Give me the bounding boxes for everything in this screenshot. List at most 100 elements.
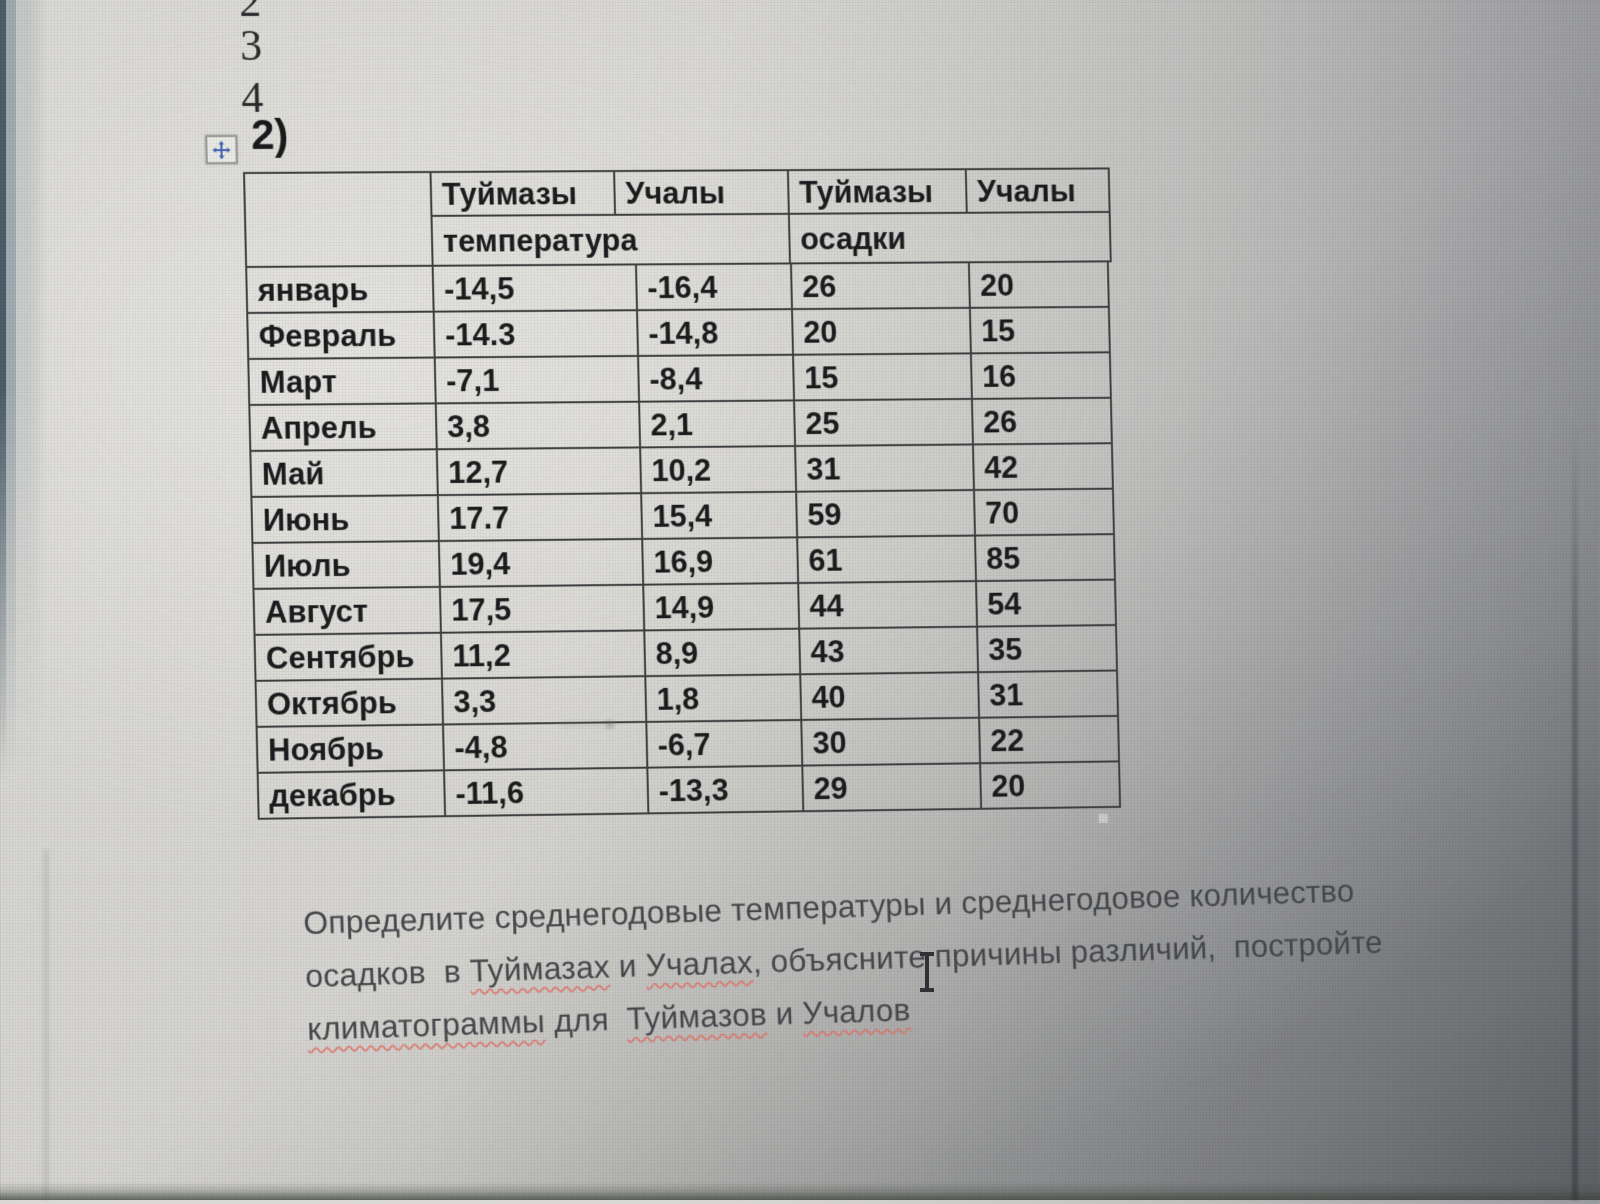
misspelled-word: Учалах — [644, 943, 754, 984]
precip-cell[interactable]: 85 — [974, 534, 1115, 582]
precip-cell[interactable]: 25 — [794, 398, 973, 447]
table-move-handle[interactable] — [205, 135, 238, 165]
month-cell[interactable]: декабрь — [257, 770, 446, 819]
misspelled-word: Туймазов — [626, 996, 768, 1037]
temp-cell[interactable]: 3,3 — [441, 676, 647, 725]
ibeam-stem — [925, 955, 929, 989]
precip-cell[interactable]: 29 — [802, 763, 982, 812]
temp-cell[interactable]: 3,8 — [435, 401, 641, 450]
precip-cell[interactable]: 15 — [793, 353, 972, 401]
task-text: осадков в — [304, 952, 471, 994]
temp-cell[interactable]: 10,2 — [640, 446, 797, 494]
precip-cell[interactable]: 70 — [973, 488, 1114, 536]
month-cell[interactable]: Июнь — [251, 495, 439, 543]
header-cell-tuymazy-precip[interactable]: Туймазы — [787, 169, 967, 214]
month-cell[interactable]: Март — [248, 357, 436, 405]
precip-cell[interactable]: 35 — [977, 625, 1117, 673]
temp-cell[interactable]: 11,2 — [440, 630, 646, 679]
table-row: Май 12,7 10,2 31 42 — [250, 443, 1113, 497]
precip-cell[interactable]: 44 — [798, 581, 978, 629]
precip-cell[interactable]: 42 — [972, 443, 1113, 491]
misspelled-word: Туймазах — [469, 948, 611, 989]
ibeam-cursor — [918, 952, 936, 992]
month-cell[interactable]: Ноябрь — [256, 724, 445, 773]
table-row: январь -14,5 -16,4 26 20 — [246, 261, 1109, 313]
month-cell[interactable]: Июль — [252, 541, 440, 589]
month-cell[interactable]: Октябрь — [255, 678, 444, 727]
temp-cell[interactable]: -6,7 — [646, 719, 803, 768]
header-cell-temperature[interactable]: температура — [431, 213, 790, 266]
header-cell-tuymazy-temp[interactable]: Туймазы — [430, 171, 616, 216]
temp-cell[interactable]: 1,8 — [645, 674, 802, 722]
task-text: для — [544, 1000, 628, 1040]
temp-cell[interactable]: 14,9 — [643, 583, 800, 631]
precip-cell[interactable]: 54 — [976, 579, 1116, 627]
misspelled-word: климатограммы — [306, 1003, 546, 1047]
temp-cell[interactable]: -14,5 — [432, 264, 638, 312]
month-cell[interactable]: Апрель — [249, 403, 437, 451]
table-resize-handle[interactable] — [1096, 811, 1110, 825]
temp-cell[interactable]: 19,4 — [438, 538, 644, 587]
table-row: Февраль -14.3 -14,8 20 15 — [247, 306, 1110, 359]
temp-cell[interactable]: -4,8 — [443, 721, 648, 771]
temp-cell[interactable]: 17,5 — [439, 584, 645, 633]
precip-cell[interactable]: 20 — [791, 307, 971, 355]
line-number: 3 — [239, 20, 263, 71]
precip-cell[interactable]: 31 — [978, 670, 1119, 718]
precip-cell[interactable]: 40 — [800, 672, 980, 720]
temp-cell[interactable]: -14,8 — [637, 309, 794, 356]
ibeam-cap-bottom — [920, 988, 934, 992]
screen-smudge — [602, 717, 617, 732]
header-cell-uchaly-precip[interactable]: Учалы — [965, 168, 1110, 213]
page-right-edge-shadow — [1572, 420, 1578, 1200]
month-cell[interactable]: Май — [250, 449, 438, 497]
precip-cell[interactable]: 22 — [979, 715, 1120, 764]
ibeam-cap-top — [920, 952, 934, 956]
climate-table-header[interactable]: Туймазы Учалы Туймазы Учалы температура … — [243, 167, 1112, 268]
temp-cell[interactable]: 15,4 — [641, 491, 798, 539]
temp-cell[interactable]: -11,6 — [444, 767, 649, 817]
task-text: и — [609, 947, 647, 985]
climate-table-body[interactable]: январь -14,5 -16,4 26 20 Февраль -14.3 -… — [245, 260, 1121, 819]
temp-cell[interactable]: 17.7 — [437, 493, 643, 542]
temp-cell[interactable]: 2,1 — [639, 400, 796, 448]
screen-bottom-bezel-shadow — [0, 1182, 1600, 1200]
month-cell[interactable]: Август — [253, 586, 441, 635]
temp-cell[interactable]: 8,9 — [644, 628, 801, 677]
screen-smudge-streak — [559, 721, 603, 727]
page-edge-shadow — [44, 850, 48, 1200]
precip-cell[interactable]: 26 — [790, 262, 970, 310]
temp-cell[interactable]: 12,7 — [436, 447, 642, 496]
precip-cell[interactable]: 20 — [980, 761, 1121, 809]
temp-cell[interactable]: -14.3 — [433, 310, 639, 358]
task-text: и — [765, 995, 804, 1032]
precip-cell[interactable]: 31 — [795, 444, 974, 492]
header-cell-uchaly-temp[interactable]: Учалы — [614, 170, 789, 215]
precip-cell[interactable]: 61 — [797, 535, 977, 584]
table-row-cities: Туймазы Учалы Туймазы Учалы — [244, 168, 1110, 267]
move-cross-icon — [211, 140, 231, 160]
month-cell[interactable]: Февраль — [247, 311, 435, 359]
precip-cell[interactable]: 15 — [969, 306, 1110, 354]
precip-cell[interactable]: 20 — [968, 261, 1109, 308]
precip-cell[interactable]: 30 — [801, 717, 981, 766]
precip-cell[interactable]: 43 — [799, 626, 979, 675]
task-paragraph[interactable]: Определите среднегодовые температуры и с… — [303, 870, 1449, 1064]
list-item-label: 2) — [250, 110, 290, 158]
temp-cell[interactable]: -8,4 — [638, 354, 795, 402]
temp-cell[interactable]: -16,4 — [635, 263, 792, 311]
month-cell[interactable]: январь — [246, 265, 434, 313]
table-row: Апрель 3,8 2,1 25 26 — [249, 397, 1112, 451]
temp-cell[interactable]: 16,9 — [642, 537, 799, 585]
precip-cell[interactable]: 16 — [970, 352, 1111, 399]
precip-cell[interactable]: 26 — [971, 397, 1112, 445]
precip-cell[interactable]: 59 — [796, 490, 975, 538]
header-cell-precipitation[interactable]: осадки — [788, 211, 1111, 264]
misspelled-word: Учалов — [801, 991, 912, 1031]
temp-cell[interactable]: -7,1 — [434, 355, 640, 404]
temp-cell[interactable]: -13,3 — [647, 765, 804, 814]
table-corner-cell[interactable] — [244, 172, 433, 267]
month-cell[interactable]: Сентябрь — [254, 632, 442, 681]
